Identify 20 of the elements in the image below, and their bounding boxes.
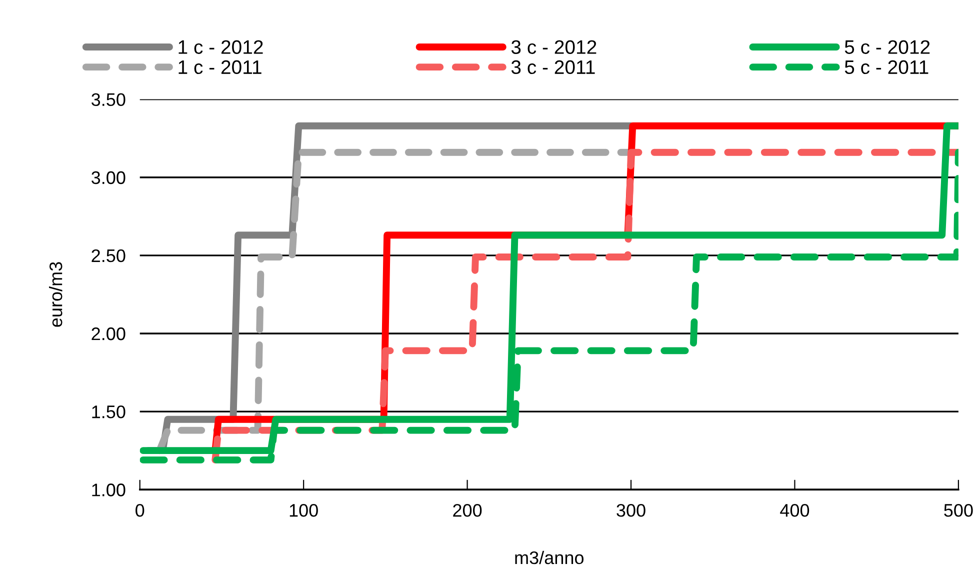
legend-label: 5 c - 2012: [844, 40, 930, 54]
legend-label: 3 c - 2011: [511, 60, 595, 74]
x-tick-label: 400: [780, 504, 810, 517]
y-tick-label: 3.50: [92, 93, 126, 106]
y-tick-label: 1.50: [92, 405, 126, 418]
y-tick-label: 2.00: [92, 327, 126, 340]
x-tick-label: 200: [453, 504, 482, 517]
legend-label: 5 c - 2011: [844, 60, 928, 74]
legend-label: 3 c - 2012: [511, 40, 596, 54]
x-tick-label: 300: [616, 504, 646, 517]
y-tick-label: 2.50: [92, 249, 126, 262]
legend-label: 1 c - 2011: [178, 60, 262, 74]
x-tick-label: 100: [290, 504, 318, 517]
x-tick-label: 0: [136, 504, 144, 517]
legend-label: 1 c - 2012: [178, 40, 263, 54]
x-axis-title: m3/anno: [515, 550, 584, 564]
x-tick-label: 500: [944, 504, 973, 517]
y-axis-title: euro/m3: [48, 262, 62, 327]
y-tick-label: 1.00: [92, 484, 126, 496]
y-tick-label: 3.00: [92, 171, 126, 184]
